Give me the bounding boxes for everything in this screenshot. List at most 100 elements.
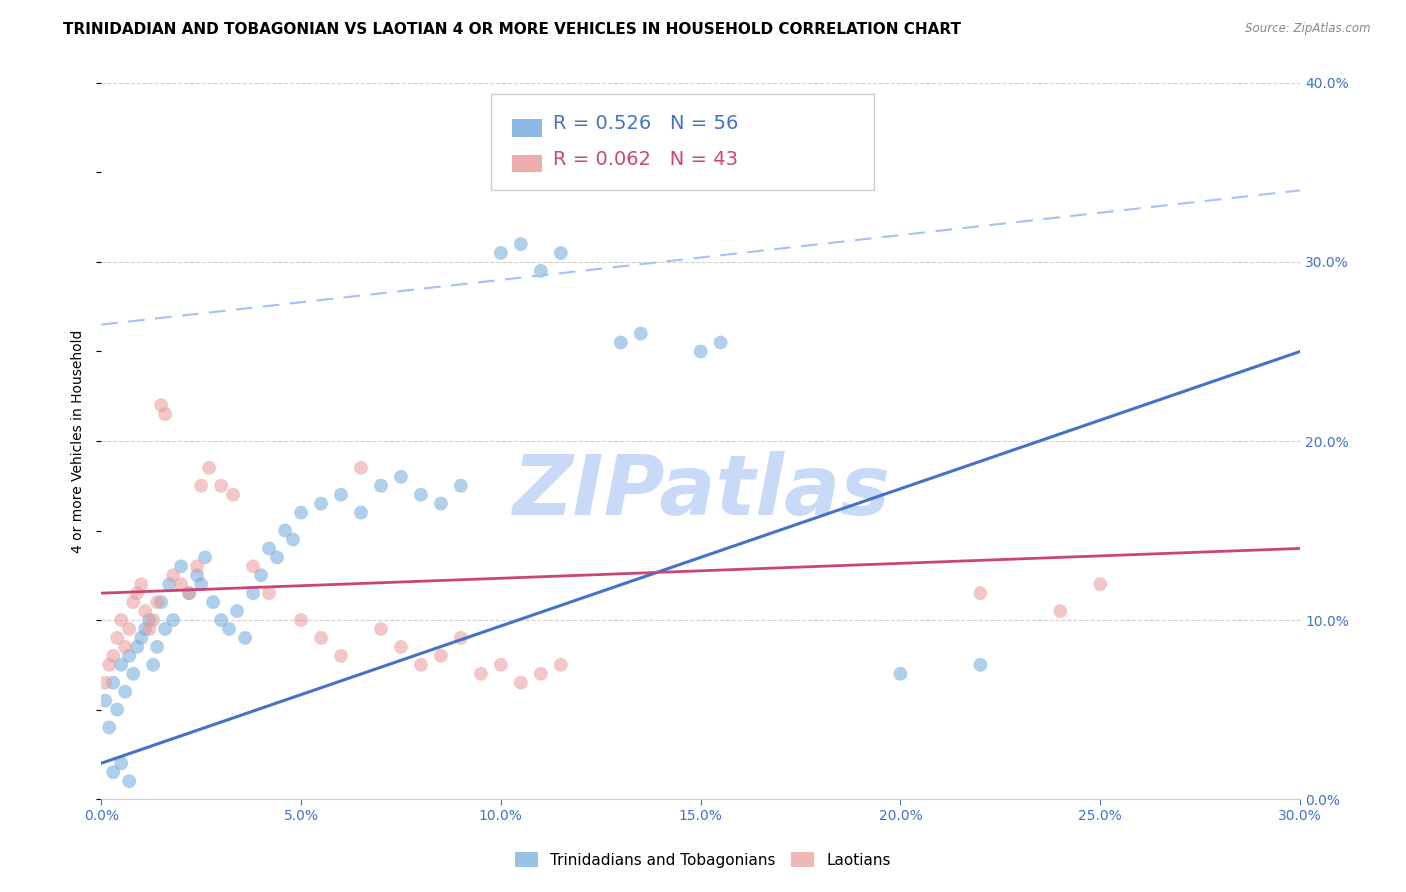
Point [122,666,145,681]
Point [550,657,572,672]
Point [889,666,911,681]
Point [157,577,180,591]
Point [309,631,332,645]
Point [110,756,132,771]
Point [103,648,125,663]
Point [370,622,392,636]
Point [142,613,165,627]
Point [489,246,512,260]
Point [489,657,512,672]
Point [1090,577,1112,591]
Point [209,479,232,493]
Point [242,559,264,574]
Text: TRINIDADIAN AND TOBAGONIAN VS LAOTIAN 4 OR MORE VEHICLES IN HOUSEHOLD CORRELATIO: TRINIDADIAN AND TOBAGONIAN VS LAOTIAN 4 … [63,22,962,37]
Point [290,506,312,520]
Point [170,577,193,591]
Point [118,774,141,789]
Point [110,613,132,627]
Point [409,657,432,672]
Point [190,577,212,591]
Point [153,622,176,636]
Point [162,613,184,627]
Point [146,595,169,609]
Point [530,264,553,278]
Point [274,524,297,538]
Point [370,479,392,493]
Point [94,675,117,690]
Point [110,657,132,672]
Y-axis label: 4 or more Vehicles in Household: 4 or more Vehicles in Household [72,329,86,553]
Point [209,613,232,627]
Point [470,666,492,681]
Point [509,237,531,252]
Point [150,595,173,609]
Point [226,604,249,618]
Point [114,640,136,654]
Point [105,702,128,716]
Point [389,470,412,484]
Point [186,568,208,582]
Point [202,595,225,609]
Point [530,666,553,681]
Point [146,640,169,654]
Point [103,765,125,780]
Point [550,246,572,260]
Point [153,407,176,421]
Point [309,497,332,511]
Point [430,648,453,663]
Point [162,568,184,582]
Point [330,488,353,502]
Point [118,648,141,663]
Point [134,604,156,618]
FancyBboxPatch shape [512,119,543,136]
Point [222,488,245,502]
Point [710,335,733,350]
Point [129,631,152,645]
Point [138,622,160,636]
Point [94,693,117,707]
Point [150,398,173,412]
Point [142,657,165,672]
Point [114,684,136,698]
Point [409,488,432,502]
Point [118,622,141,636]
Point [450,479,472,493]
Point [257,586,280,600]
Point [1049,604,1071,618]
Point [179,586,201,600]
Point [233,631,256,645]
Point [450,631,472,645]
FancyBboxPatch shape [512,154,543,172]
Point [179,586,201,600]
Point [170,559,193,574]
Point [509,675,531,690]
Point [389,640,412,654]
Point [257,541,280,556]
Point [281,533,304,547]
Point [134,622,156,636]
Point [689,344,711,359]
Point [630,326,652,341]
Point [290,613,312,627]
Point [190,479,212,493]
Point [98,721,121,735]
Legend: Trinidadians and Tobagonians, Laotians: Trinidadians and Tobagonians, Laotians [508,844,898,875]
Point [266,550,288,565]
Point [186,559,208,574]
Point [250,568,273,582]
Point [350,461,373,475]
Point [242,586,264,600]
Point [105,631,128,645]
Point [969,657,991,672]
Text: R = 0.526   N = 56: R = 0.526 N = 56 [553,114,738,133]
Point [350,506,373,520]
Point [127,586,149,600]
Text: ZIPatlas: ZIPatlas [512,450,890,532]
Point [218,622,240,636]
Point [609,335,631,350]
Point [430,497,453,511]
Point [198,461,221,475]
Point [330,648,353,663]
Point [98,657,121,672]
Point [969,586,991,600]
